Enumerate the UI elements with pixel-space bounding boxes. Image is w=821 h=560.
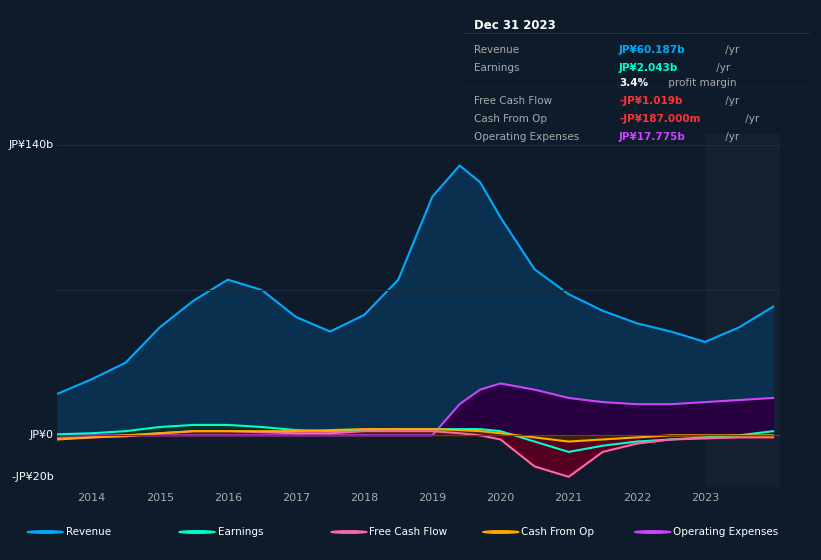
Text: /yr: /yr (742, 114, 759, 124)
Text: JP¥60.187b: JP¥60.187b (619, 45, 686, 55)
Text: Cash From Op: Cash From Op (475, 114, 548, 124)
Text: Dec 31 2023: Dec 31 2023 (475, 19, 556, 32)
Text: JP¥2.043b: JP¥2.043b (619, 63, 678, 73)
Circle shape (27, 531, 63, 533)
Text: Operating Expenses: Operating Expenses (475, 132, 580, 142)
Text: /yr: /yr (722, 45, 740, 55)
Text: 3.4%: 3.4% (619, 78, 648, 88)
Text: Cash From Op: Cash From Op (521, 527, 594, 537)
Text: -JP¥20b: -JP¥20b (11, 472, 54, 482)
Text: /yr: /yr (722, 96, 740, 106)
Text: JP¥140b: JP¥140b (9, 140, 54, 150)
Circle shape (179, 531, 215, 533)
Text: Free Cash Flow: Free Cash Flow (369, 527, 447, 537)
Text: Revenue: Revenue (66, 527, 111, 537)
Text: -JP¥187.000m: -JP¥187.000m (619, 114, 700, 124)
Text: Free Cash Flow: Free Cash Flow (475, 96, 553, 106)
Text: /yr: /yr (722, 132, 740, 142)
Text: JP¥17.775b: JP¥17.775b (619, 132, 686, 142)
Text: /yr: /yr (713, 63, 730, 73)
Text: Earnings: Earnings (218, 527, 263, 537)
Text: Earnings: Earnings (475, 63, 520, 73)
Circle shape (635, 531, 671, 533)
Text: profit margin: profit margin (664, 78, 736, 88)
Text: JP¥0: JP¥0 (30, 430, 54, 440)
Bar (705, 134, 780, 487)
Text: Revenue: Revenue (475, 45, 520, 55)
Text: Operating Expenses: Operating Expenses (673, 527, 778, 537)
Circle shape (483, 531, 519, 533)
Circle shape (331, 531, 367, 533)
Text: -JP¥1.019b: -JP¥1.019b (619, 96, 682, 106)
